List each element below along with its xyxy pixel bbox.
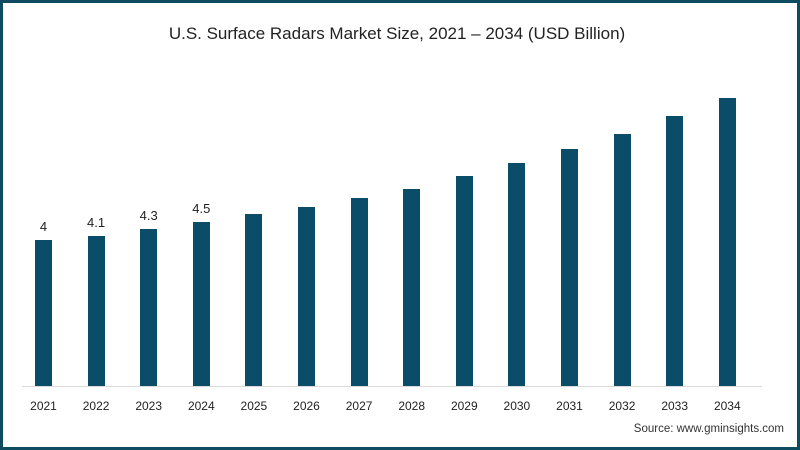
value-label-2022: 4.1 xyxy=(87,215,106,231)
bar-2030 xyxy=(508,163,526,386)
bar-2027 xyxy=(350,198,368,386)
bar-2029 xyxy=(455,176,473,386)
x-tick-label-2032: 2032 xyxy=(608,399,636,413)
bar-2033 xyxy=(666,115,684,386)
source-note: Source: www.gminsights.com xyxy=(633,423,784,435)
bar-2024 xyxy=(192,221,210,386)
x-axis-baseline xyxy=(22,386,762,387)
value-label-2024: 4.5 xyxy=(192,200,211,216)
value-label-2023: 4.3 xyxy=(139,208,158,224)
bar-2031 xyxy=(561,148,578,386)
bar-2034 xyxy=(718,97,736,386)
x-tick-label-2025: 2025 xyxy=(240,399,268,413)
x-tick-label-2033: 2033 xyxy=(661,399,689,413)
bar-2028 xyxy=(403,188,421,386)
x-tick-label-2029: 2029 xyxy=(450,399,478,413)
plot-area: 4 2021 4.1 2022 4.3 2023 4.5 2024 2025 2026 2027 20… xyxy=(22,97,762,413)
x-tick-label-2026: 2026 xyxy=(293,399,320,413)
bar-2026 xyxy=(298,207,315,386)
bar-2022 xyxy=(87,236,105,386)
bar-2021 xyxy=(35,240,52,386)
bar-2025 xyxy=(245,214,263,386)
x-tick-label-2030: 2030 xyxy=(503,399,531,413)
x-tick-label-2027: 2027 xyxy=(345,399,373,413)
x-tick-label-2024: 2024 xyxy=(187,399,215,413)
bar-2032 xyxy=(613,134,631,386)
x-tick-label-2028: 2028 xyxy=(398,399,426,413)
chart-title: U.S. Surface Radars Market Size, 2021 – … xyxy=(168,24,626,43)
x-tick-label-2031: 2031 xyxy=(556,399,583,413)
x-tick-label-2022: 2022 xyxy=(82,399,110,413)
x-tick-label-2021: 2021 xyxy=(30,399,57,413)
x-tick-label-2023: 2023 xyxy=(135,399,163,413)
bar-2023 xyxy=(140,229,158,386)
value-label-2021: 4 xyxy=(39,219,48,234)
x-tick-label-2034: 2034 xyxy=(713,399,741,413)
